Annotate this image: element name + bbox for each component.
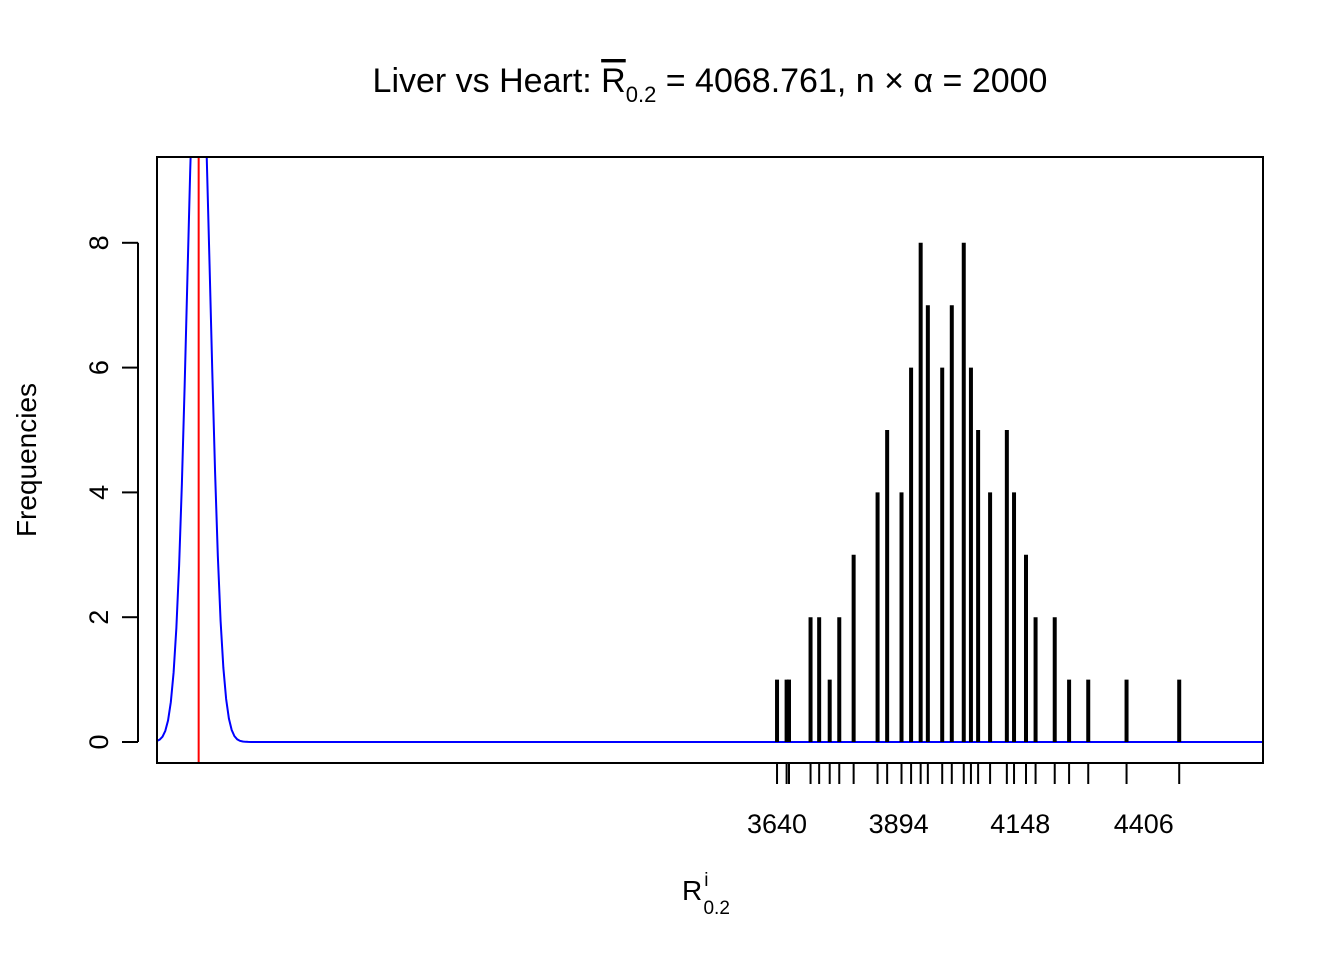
plot-frame bbox=[156, 156, 1264, 764]
bars-layer bbox=[775, 242, 1182, 742]
x-axis: 3640 3894 4148 4406 bbox=[747, 764, 1181, 839]
y-axis: 0 2 4 6 8 bbox=[84, 235, 139, 750]
title-subscript: 0.2 bbox=[626, 82, 657, 107]
y-tick-label: 0 bbox=[84, 734, 114, 749]
x-label-subscript: 0.2 bbox=[703, 898, 729, 919]
chart-title: Liver vs Heart: R0.2 = 4068.761, n × α =… bbox=[373, 62, 1048, 107]
y-tick-label: 2 bbox=[84, 610, 114, 625]
x-tick-label: 4148 bbox=[990, 809, 1050, 839]
title-suffix: = 4068.761, n × α = 2000 bbox=[656, 62, 1047, 100]
x-label-superscript: i bbox=[704, 870, 708, 891]
x-tick-label: 4406 bbox=[1114, 809, 1174, 839]
y-tick-label: 4 bbox=[84, 485, 114, 500]
title-prefix: Liver vs Heart: bbox=[373, 62, 602, 100]
title-symbol: R bbox=[601, 62, 626, 100]
y-tick-label: 6 bbox=[84, 360, 114, 375]
y-axis-label: Frequencies bbox=[11, 383, 42, 537]
density-curve bbox=[157, 157, 1263, 743]
x-tick-label: 3894 bbox=[869, 809, 929, 839]
y-tick-label: 8 bbox=[84, 235, 114, 250]
density-curve-layer bbox=[157, 157, 1263, 743]
x-tick-label: 3640 bbox=[747, 809, 807, 839]
x-label-symbol: R bbox=[682, 875, 702, 906]
